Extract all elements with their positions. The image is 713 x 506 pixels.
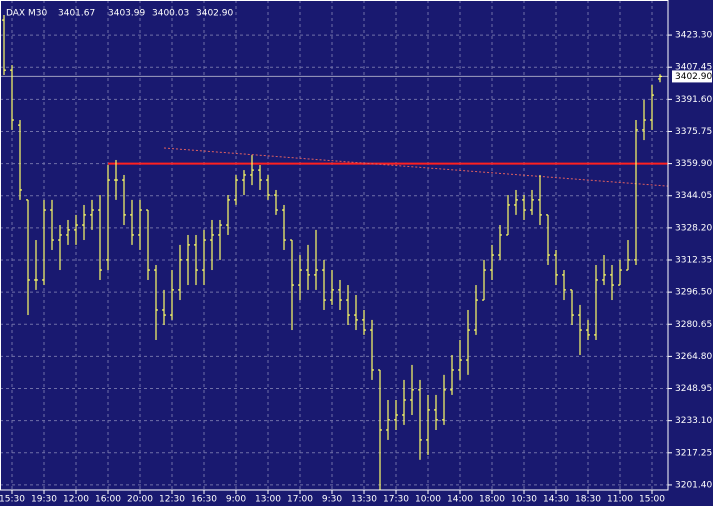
- x-tick-label: 9:30: [322, 495, 342, 505]
- y-tick-label: 3407.45: [675, 63, 712, 73]
- y-tick-label: 3359.90: [675, 159, 712, 169]
- y-tick-label: 3264.80: [675, 352, 712, 362]
- plot-frame: [0, 0, 669, 491]
- y-tick-label: 3375.75: [675, 127, 712, 137]
- y-tick-label: 3233.10: [675, 416, 712, 426]
- x-tick-label: 15:30: [0, 495, 25, 505]
- x-tick-label: 14:00: [447, 495, 473, 505]
- trend-line: [163, 147, 669, 187]
- x-tick-label: 12:30: [159, 495, 185, 505]
- y-tick-label: 3312.35: [675, 256, 712, 266]
- x-tick-label: 17:00: [287, 495, 313, 505]
- x-tick-label: 12:00: [63, 495, 89, 505]
- x-tick-label: 16:30: [191, 495, 217, 505]
- y-tick-label: 3344.05: [675, 191, 712, 201]
- last-price-box: [672, 70, 712, 83]
- x-tick-label: 13:30: [351, 495, 377, 505]
- y-tick-label: 3280.65: [675, 320, 712, 330]
- header-value: 3401.67: [58, 9, 95, 19]
- header-value: 3400.03: [152, 9, 189, 19]
- y-tick-label: 3217.25: [675, 448, 712, 458]
- x-tick-label: 19:30: [31, 495, 57, 505]
- x-tick-label: 10:00: [415, 495, 441, 505]
- x-tick-label: 9:00: [226, 495, 246, 505]
- y-tick-label: 3248.95: [675, 384, 712, 394]
- chart-title: DAX M30: [6, 9, 47, 19]
- last-price-label: 3402.90: [675, 72, 712, 82]
- x-tick-label: 18:00: [479, 495, 505, 505]
- x-tick-label: 14:30: [543, 495, 569, 505]
- x-tick-label: 10:30: [511, 495, 537, 505]
- x-tick-label: 13:00: [255, 495, 281, 505]
- x-tick-label: 15:00: [639, 495, 665, 505]
- x-tick-label: 11:00: [607, 495, 633, 505]
- y-tick-label: 3201.40: [675, 480, 712, 490]
- y-tick-label: 3423.30: [675, 31, 712, 41]
- x-tick-label: 20:00: [127, 495, 153, 505]
- header-value: 3402.90: [196, 9, 233, 19]
- x-tick-label: 17:30: [383, 495, 409, 505]
- x-tick-label: 16:00: [95, 495, 121, 505]
- y-tick-label: 3391.60: [675, 95, 712, 105]
- y-tick-label: 3328.20: [675, 223, 712, 233]
- y-tick-label: 3296.50: [675, 288, 712, 298]
- x-tick-label: 18:30: [575, 495, 601, 505]
- header-value: 3403.99: [108, 9, 145, 19]
